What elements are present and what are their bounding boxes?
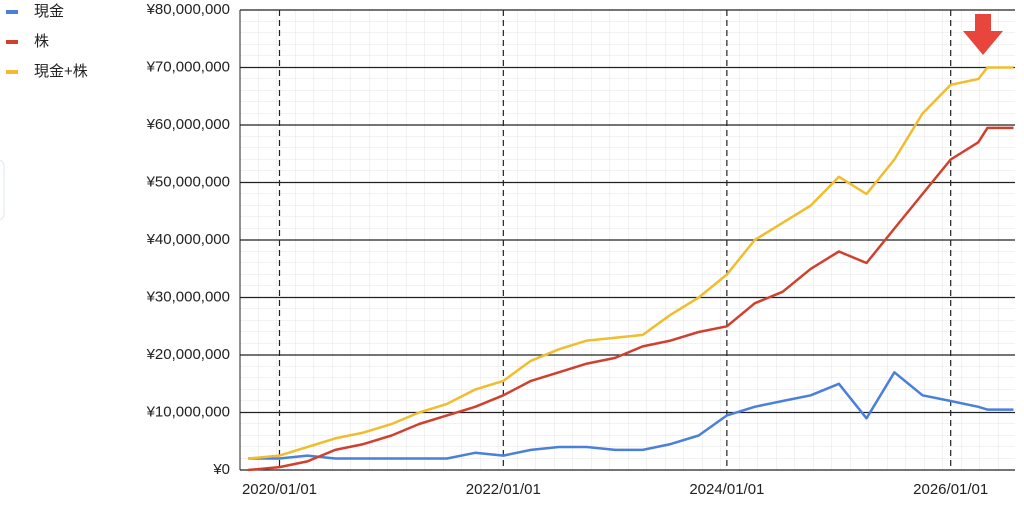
y-tick-label: ¥50,000,000: [146, 173, 230, 190]
legend-swatch: [6, 70, 18, 74]
annotation-arrow: [963, 14, 1003, 55]
series-line: [247, 126, 1014, 472]
y-tick-label: ¥80,000,000: [146, 1, 230, 18]
y-tick-label: ¥70,000,000: [146, 58, 230, 75]
series-line: [247, 66, 1014, 460]
y-tick-label: ¥20,000,000: [146, 346, 230, 363]
legend-label: 現金: [34, 3, 64, 20]
y-tick-label: ¥30,000,000: [146, 288, 230, 305]
x-tick-label: 2020/01/01: [242, 481, 317, 498]
side-handle: [0, 159, 5, 221]
x-tick-label: 2026/01/01: [913, 481, 988, 498]
x-tick-label: 2024/01/01: [689, 481, 764, 498]
legend-swatch: [6, 40, 18, 44]
legend-label: 現金+株: [34, 63, 88, 80]
y-tick-label: ¥10,000,000: [146, 403, 230, 420]
series-line: [248, 371, 1014, 460]
x-tick-label: 2022/01/01: [466, 481, 541, 498]
legend-label: 株: [34, 33, 49, 50]
y-tick-label: ¥60,000,000: [146, 116, 230, 133]
y-tick-label: ¥0: [212, 461, 230, 478]
legend-swatch: [6, 10, 18, 14]
y-tick-label: ¥40,000,000: [146, 231, 230, 248]
